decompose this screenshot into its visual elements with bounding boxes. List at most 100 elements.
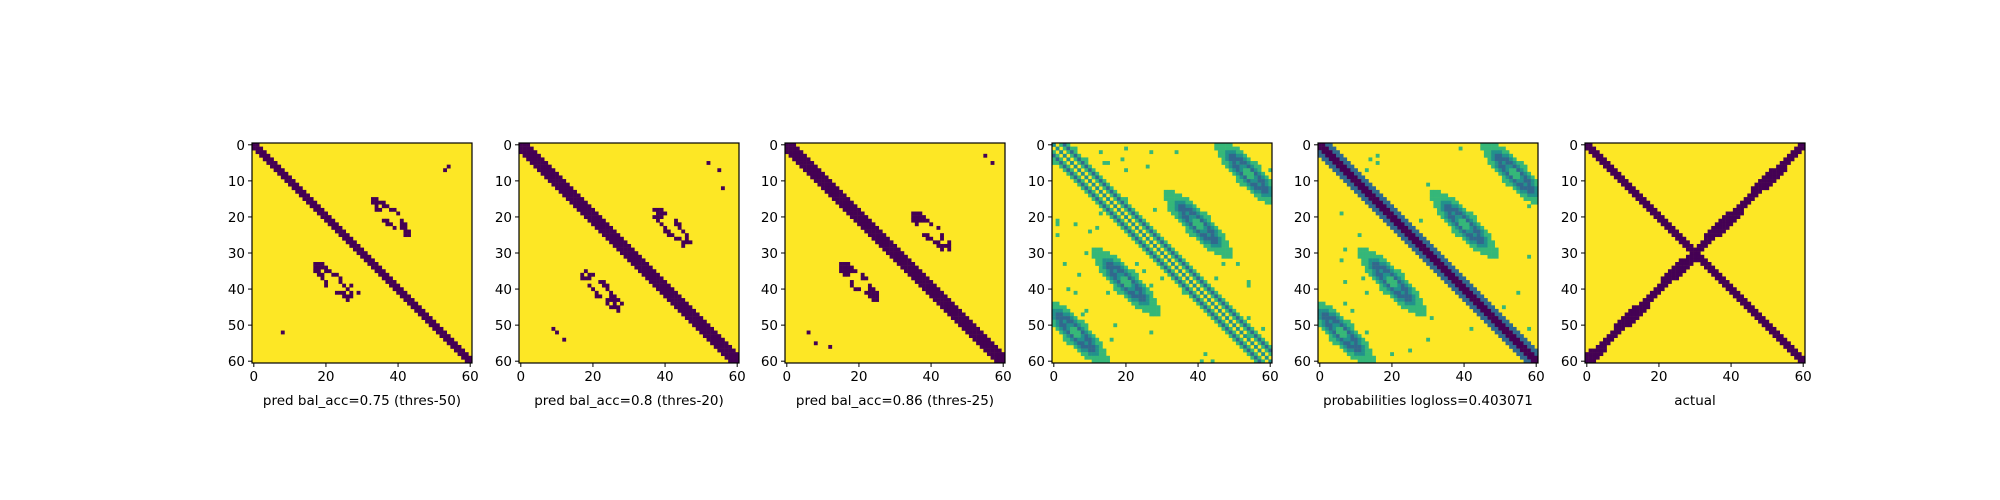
heatmap-cell: [696, 327, 700, 331]
heatmap-cell: [349, 291, 353, 295]
heatmap-cell: [1182, 280, 1186, 284]
heatmap-cell: [1682, 266, 1686, 270]
heatmap-cell: [551, 179, 555, 183]
heatmap-cell: [926, 233, 930, 237]
heatmap-cell: [1412, 226, 1416, 230]
heatmap-cell: [1088, 190, 1092, 194]
heatmap-cell: [1361, 251, 1365, 255]
heatmap-cell: [1088, 334, 1092, 338]
heatmap-cell: [1106, 204, 1110, 208]
heatmap-cell: [1469, 298, 1473, 302]
heatmap-cell: [717, 341, 721, 345]
heatmap-cell: [1236, 165, 1240, 169]
heatmap-cell: [864, 291, 868, 295]
heatmap-cell: [562, 338, 566, 342]
heatmap-cell: [1247, 323, 1251, 327]
heatmap-cell: [1397, 230, 1401, 234]
x-tick-label: 20: [850, 369, 867, 385]
heatmap-cell: [1218, 309, 1222, 313]
heatmap-cell: [1718, 222, 1722, 226]
heatmap-cell: [814, 168, 818, 172]
heatmap-cell: [559, 190, 563, 194]
heatmap-cell: [843, 197, 847, 201]
heatmap-cell: [670, 294, 674, 298]
heatmap-cell: [367, 258, 371, 262]
heatmap-cell: [631, 248, 635, 252]
heatmap-cell: [991, 352, 995, 356]
heatmap-cell: [1488, 255, 1492, 259]
heatmap-cell: [1164, 193, 1168, 197]
heatmap-cell: [854, 208, 858, 212]
heatmap-cell: [1527, 186, 1531, 190]
heatmap-cell: [591, 208, 595, 212]
heatmap-cell: [1686, 266, 1690, 270]
heatmap-cell: [1520, 334, 1524, 338]
heatmap-cell: [1639, 302, 1643, 306]
heatmap-cell: [541, 161, 545, 165]
heatmap-cell: [1110, 212, 1114, 216]
heatmap-cell: [1142, 248, 1146, 252]
heatmap-cell: [1412, 291, 1416, 295]
heatmap-cell: [378, 201, 382, 205]
heatmap-cell: [965, 316, 969, 320]
heatmap-cell: [839, 269, 843, 273]
heatmap-cell: [1607, 338, 1611, 342]
heatmap-cell: [1773, 172, 1777, 176]
heatmap-cell: [962, 316, 966, 320]
heatmap-cell: [908, 266, 912, 270]
heatmap-cell: [685, 240, 689, 244]
heatmap-cell: [1488, 316, 1492, 320]
heatmap-cell: [447, 338, 451, 342]
heatmap-cell: [1182, 258, 1186, 262]
heatmap-cell: [598, 222, 602, 226]
heatmap-cell: [1379, 262, 1383, 266]
heatmap-cell: [1495, 157, 1499, 161]
heatmap-cell: [875, 230, 879, 234]
heatmap-cell: [1203, 215, 1207, 219]
heatmap-cell: [1102, 266, 1106, 270]
heatmap-cell: [1222, 150, 1226, 154]
heatmap-cell: [725, 349, 729, 353]
heatmap-cell: [1751, 190, 1755, 194]
heatmap-cell: [911, 262, 915, 266]
heatmap-cell: [1477, 230, 1481, 234]
heatmap-cell: [1722, 230, 1726, 234]
heatmap-cell: [1635, 190, 1639, 194]
heatmap-cell: [1466, 302, 1470, 306]
heatmap-cell: [1059, 316, 1063, 320]
heatmap-cell: [689, 313, 693, 317]
heatmap-cell: [660, 222, 664, 226]
heatmap-cell: [259, 147, 263, 151]
heatmap-cell: [1250, 334, 1254, 338]
heatmap-cell: [588, 204, 592, 208]
heatmap-cell: [1056, 219, 1060, 223]
heatmap-cell: [367, 255, 371, 259]
heatmap-cell: [1390, 208, 1394, 212]
heatmap-cell: [1607, 168, 1611, 172]
heatmap-cell: [681, 230, 685, 234]
heatmap-cell: [1325, 331, 1329, 335]
heatmap-cell: [1412, 298, 1416, 302]
heatmap-cell: [1171, 248, 1175, 252]
heatmap-cell: [1121, 280, 1125, 284]
heatmap-cell: [1361, 338, 1365, 342]
heatmap-cell: [1329, 165, 1333, 169]
heatmap-cell: [1056, 327, 1060, 331]
heatmap-cell: [926, 280, 930, 284]
heatmap-cell: [660, 287, 664, 291]
heatmap-cell: [1603, 165, 1607, 169]
heatmap-cell: [868, 284, 872, 288]
heatmap-cell: [1736, 294, 1740, 298]
heatmap-cell: [1222, 161, 1226, 165]
heatmap-cell: [1077, 157, 1081, 161]
heatmap-cell: [1780, 334, 1784, 338]
heatmap-cell: [1762, 186, 1766, 190]
heatmap-cell: [1650, 291, 1654, 295]
heatmap-cell: [454, 341, 458, 345]
heatmap-cell: [1397, 276, 1401, 280]
heatmap-cell: [1491, 320, 1495, 324]
heatmap-cell: [1682, 240, 1686, 244]
heatmap-cell: [1247, 331, 1251, 335]
heatmap-cell: [1462, 276, 1466, 280]
heatmap-cell: [962, 327, 966, 331]
